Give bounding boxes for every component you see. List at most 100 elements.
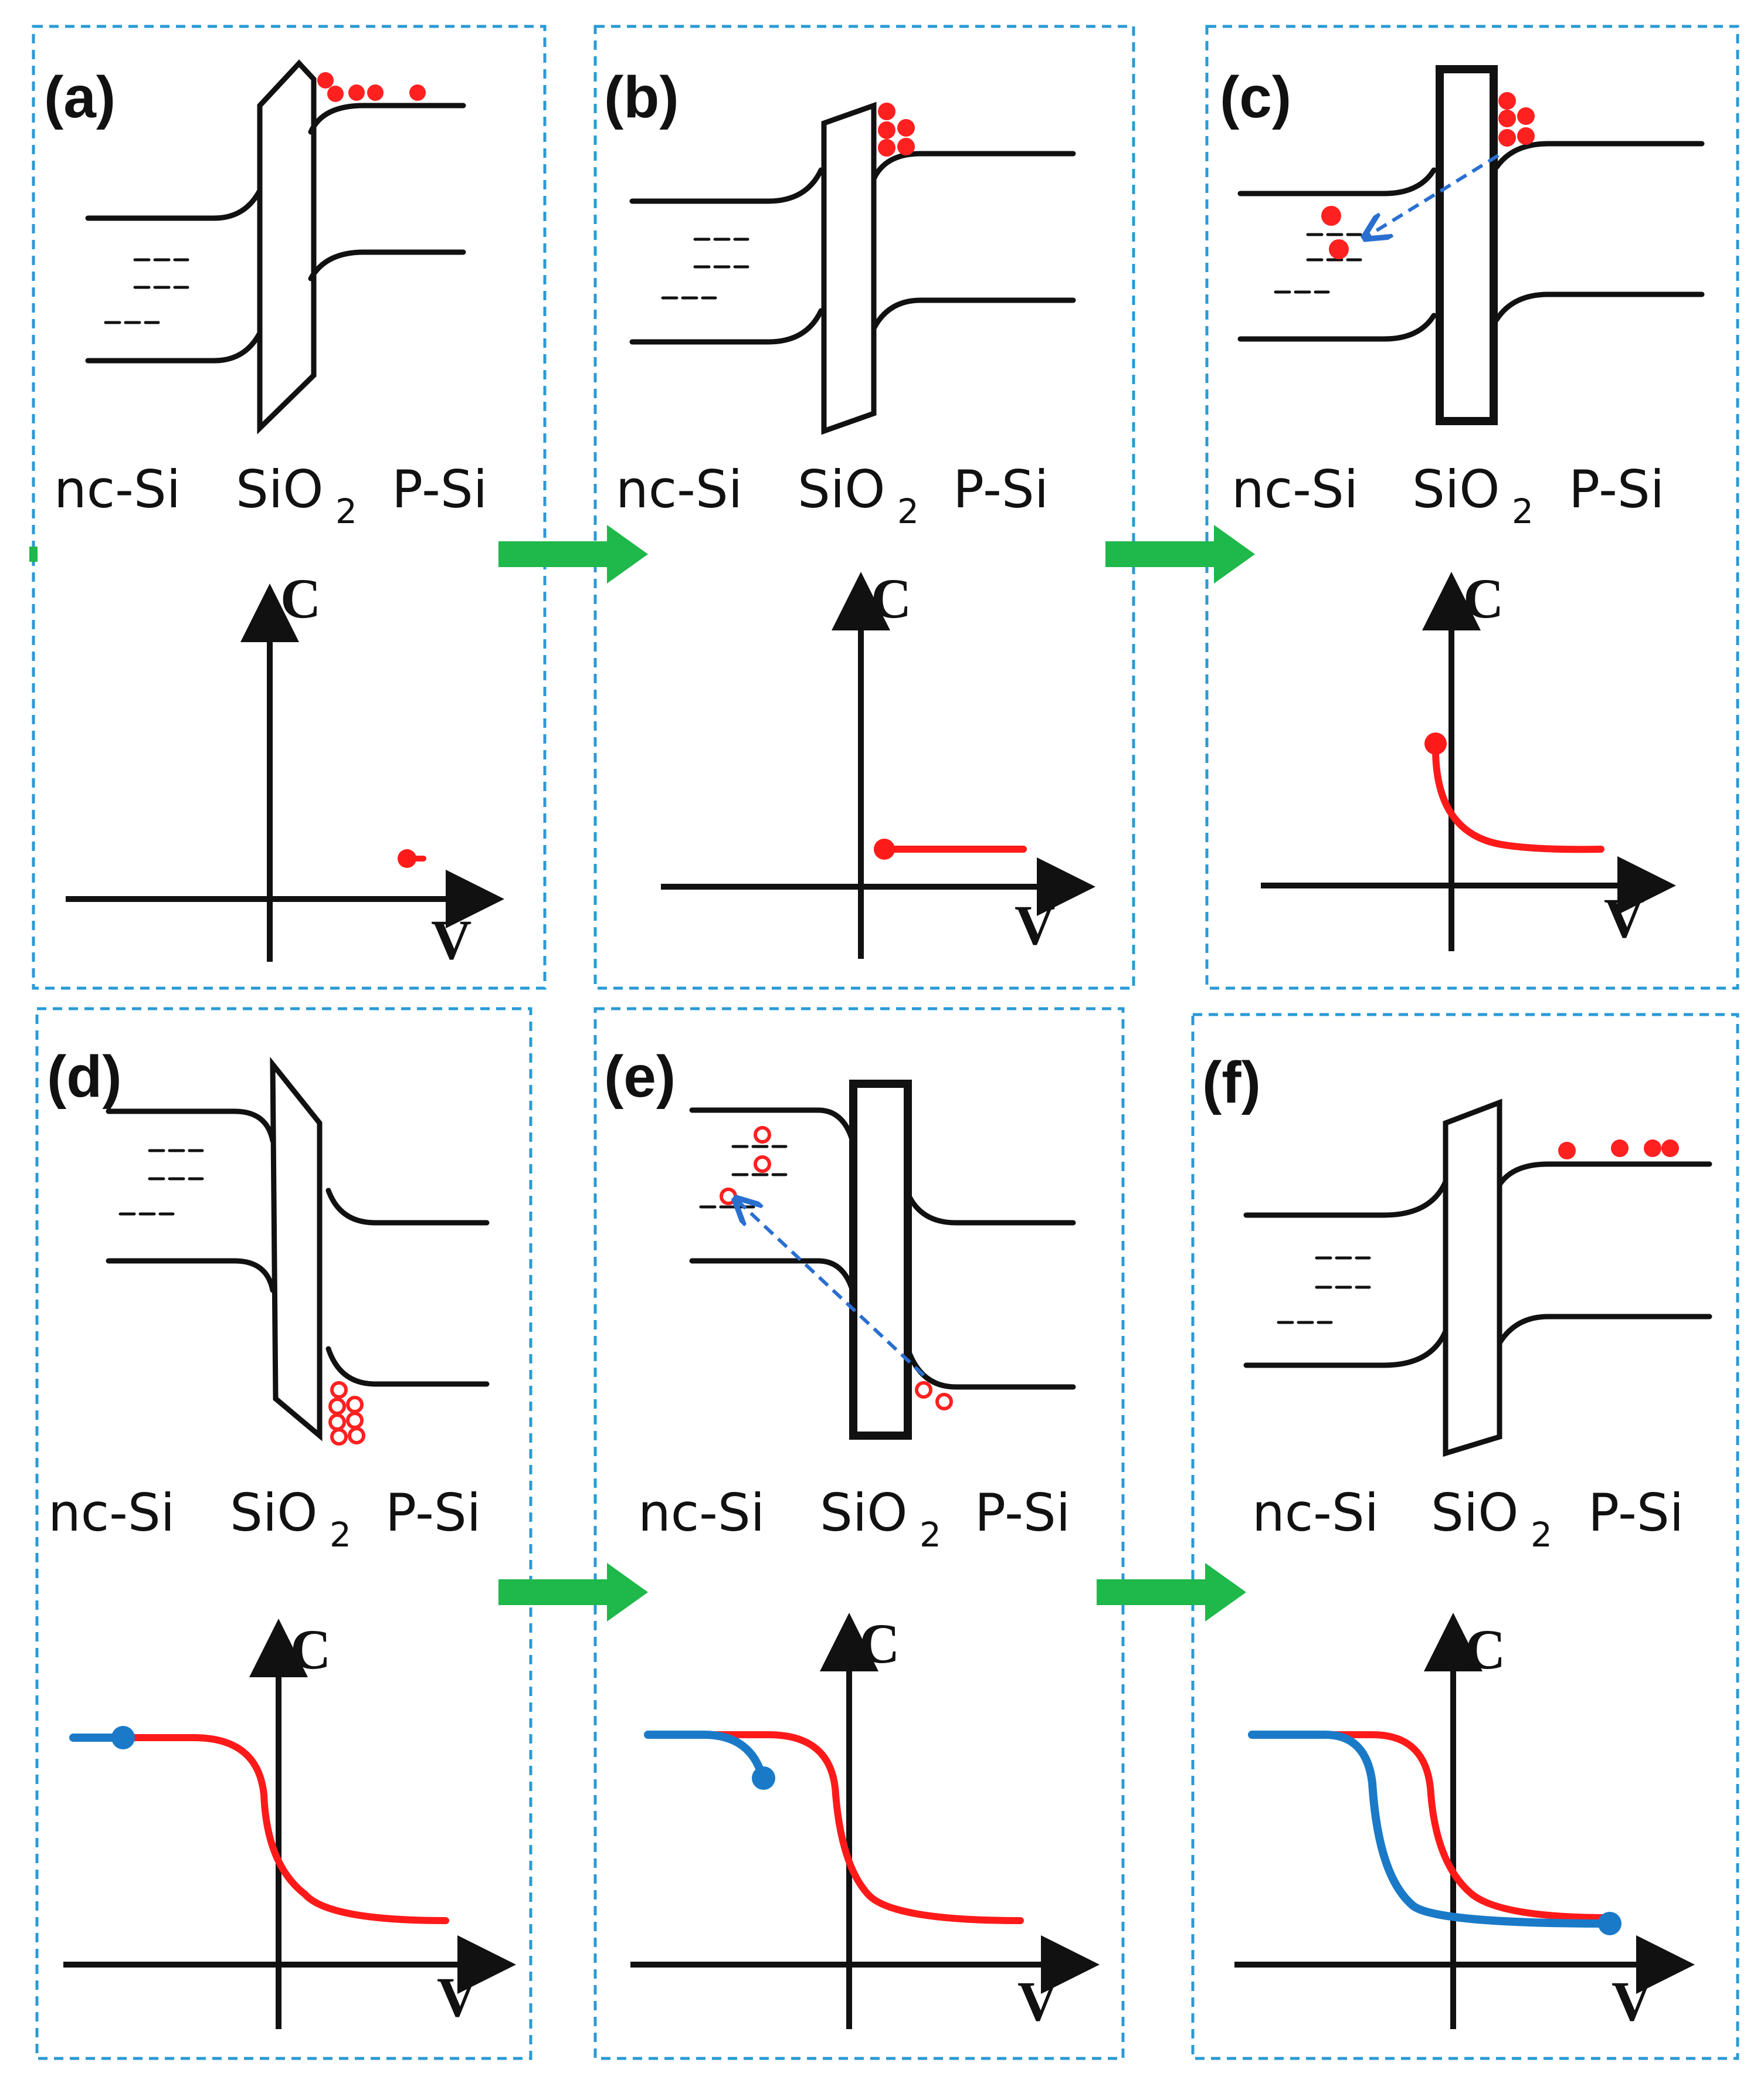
panel-frame-b (593, 25, 1135, 990)
trap-levels-d (118, 1149, 204, 1216)
region-label-p-si: P-Si (953, 459, 1049, 520)
region-label-nc-si: nc-Si (54, 459, 181, 520)
oxide-barrier-a (257, 59, 317, 435)
hole-icon (330, 1381, 348, 1399)
electron-icon (1517, 107, 1535, 125)
band-diagram-f (1243, 1098, 1712, 1457)
trap-levels-f (1277, 1256, 1371, 1324)
trap-levels-b (661, 238, 749, 300)
region-label-sio2-sub: 2 (335, 491, 357, 531)
panel-label-e: (e) (604, 1044, 676, 1110)
region-labels-b: nc-Si SiO 2 P-Si (616, 459, 1049, 531)
panel-label-a: (a) (44, 65, 116, 130)
hole-icon (346, 1396, 364, 1413)
hole-icon (754, 1126, 771, 1144)
tunnel-arrow-e (736, 1199, 925, 1377)
axis-label-v: V (437, 1966, 477, 2029)
electron-icon (1611, 1139, 1629, 1157)
cv-curve-d-blue-point (111, 1726, 135, 1749)
panel-label-c: (c) (1220, 65, 1291, 130)
electron-icon (1498, 110, 1516, 127)
panel-label-d: (d) (47, 1044, 122, 1110)
cv-curve-f-blue-point (1598, 1912, 1621, 1935)
region-label-sio2-sub: 2 (897, 491, 919, 531)
axis-label-c: C (280, 567, 321, 630)
trap-levels-c (1274, 233, 1362, 294)
band-diagram-a (85, 59, 466, 435)
cv-curve-e-red (644, 1731, 1024, 1924)
hole-icon (346, 1412, 364, 1429)
electron-icon (897, 119, 915, 137)
electron-icon (1498, 129, 1516, 147)
axis-label-v: V (1017, 1970, 1058, 2033)
electron-icon (1498, 92, 1516, 110)
axis-label-c: C (871, 567, 911, 630)
axis-label-v: V (1604, 887, 1644, 949)
cv-axes-b (661, 572, 1095, 959)
electron-icon (1517, 127, 1535, 145)
electron-icon (1329, 239, 1349, 259)
region-labels-f: nc-Si SiO 2 P-Si (1252, 1483, 1684, 1555)
region-label-sio2-sub: 2 (330, 1515, 351, 1555)
cv-curve-d-red (120, 1734, 449, 1924)
panel-frame-c (1205, 25, 1739, 990)
tunnel-arrow-c (1365, 154, 1500, 238)
trap-levels-e (699, 1145, 788, 1209)
electron-icon (878, 103, 895, 120)
axis-label-v: V (431, 908, 471, 971)
panel-label-f: (f) (1202, 1050, 1261, 1115)
oxide-barrier-d (270, 1057, 323, 1441)
cv-curve-b-start (874, 839, 895, 860)
cv-axes-a (66, 584, 504, 962)
cv-axes-e (630, 1613, 1100, 2029)
electron-icon (897, 138, 915, 155)
electron-icon (409, 84, 426, 101)
hole-icon (720, 1188, 737, 1205)
panel-label-b: (b) (604, 65, 679, 130)
green-right-arrow-icon (1105, 525, 1255, 584)
region-label-nc-si: nc-Si (1232, 459, 1358, 520)
cv-axes-f (1234, 1613, 1695, 2029)
band-diagram-d (106, 1057, 490, 1441)
region-label-p-si: P-Si (975, 1483, 1070, 1543)
cv-axes-d (63, 1619, 516, 2029)
trap-levels-a (104, 258, 189, 324)
panel-frame-d (35, 1007, 532, 2060)
electron-icon (327, 86, 344, 102)
region-label-nc-si: nc-Si (638, 1483, 765, 1543)
region-label-sio2: SiO (1431, 1483, 1519, 1543)
cv-curve-e-blue-point (752, 1766, 775, 1790)
band-diagram-b (629, 101, 1076, 435)
axis-label-c: C (1463, 567, 1504, 630)
region-label-p-si: P-Si (1588, 1483, 1684, 1543)
cv-curve-c (1431, 740, 1604, 853)
region-label-nc-si: nc-Si (1252, 1483, 1379, 1543)
oxide-barrier-f (1443, 1098, 1502, 1457)
hole-icon (935, 1393, 953, 1410)
electron-icon (1321, 206, 1341, 226)
panel-frame-a (32, 25, 547, 990)
green-right-arrow-icon (498, 525, 648, 584)
region-label-sio2: SiO (1412, 459, 1500, 520)
axis-label-v: V (1612, 1970, 1652, 2033)
electron-icon (878, 121, 895, 139)
hole-icon (754, 1155, 771, 1173)
hole-icon (915, 1381, 932, 1399)
region-label-p-si: P-Si (385, 1483, 481, 1543)
region-label-sio2-sub: 2 (1531, 1515, 1552, 1555)
region-label-sio2-sub: 2 (1512, 491, 1534, 531)
electron-icon (317, 72, 334, 89)
hole-icon (348, 1427, 365, 1444)
green-right-arrow-icon (498, 1563, 648, 1622)
region-label-sio2: SiO (230, 1483, 318, 1543)
region-label-sio2-sub: 2 (920, 1515, 941, 1555)
band-diagram-e (689, 1080, 1076, 1440)
axis-label-v: V (1015, 894, 1055, 956)
region-label-p-si: P-Si (392, 459, 487, 520)
region-label-sio2: SiO (820, 1483, 908, 1543)
electron-icon (1644, 1139, 1661, 1157)
region-labels-a: nc-Si SiO 2 P-Si (54, 459, 487, 531)
region-label-sio2: SiO (798, 459, 886, 520)
axis-label-c: C (1465, 1618, 1505, 1681)
